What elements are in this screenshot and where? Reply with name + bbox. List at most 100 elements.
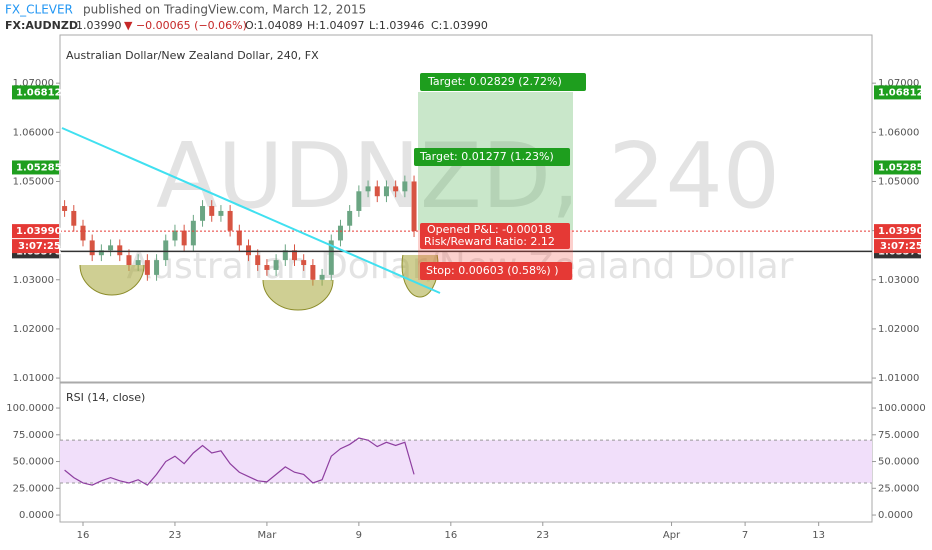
y-tick-label: 1.02000 xyxy=(878,324,919,335)
target-label-box xyxy=(414,148,570,166)
countdown: 3:07:25 xyxy=(880,241,923,252)
x-tick-label: 16 xyxy=(77,530,90,541)
price-tag: 1.05285 xyxy=(878,162,924,173)
price-tag-box xyxy=(874,85,921,100)
countdown: 3:07:25 xyxy=(18,241,61,252)
y-tick-label: 1.01000 xyxy=(13,373,54,384)
cup-shape xyxy=(262,280,334,311)
price-tag: 1.03990 xyxy=(878,226,924,237)
y-tick-label: 1.05000 xyxy=(878,176,919,187)
y-tick-label: 25.0000 xyxy=(878,483,919,494)
candle-body xyxy=(365,186,371,192)
candle-body xyxy=(337,225,343,241)
price-tag-box xyxy=(874,224,921,239)
author[interactable]: FX_CLEVER xyxy=(5,3,73,17)
y-tick-label: 1.06000 xyxy=(13,127,54,138)
candle-body xyxy=(126,255,132,266)
y-tick-label: 1.02000 xyxy=(13,324,54,335)
x-tick-label: 23 xyxy=(536,530,549,541)
y-tick-label: 0.0000 xyxy=(878,510,913,521)
rsi-band xyxy=(60,440,872,483)
candle-body xyxy=(310,265,316,280)
candle-body xyxy=(301,260,307,266)
price-tag-box xyxy=(12,85,59,100)
x-tick-label: 13 xyxy=(812,530,825,541)
countdown-box xyxy=(874,239,921,254)
candle-body xyxy=(89,240,95,256)
y-tick-label: 50.0000 xyxy=(13,457,54,468)
pnl-box xyxy=(420,223,570,249)
candle-body xyxy=(255,255,261,266)
y-tick-label: 1.07000 xyxy=(878,78,919,89)
candle-body xyxy=(163,240,169,261)
countdown-box xyxy=(12,239,59,254)
y-tick-label: 1.06000 xyxy=(878,127,919,138)
stop-label: Stop: 0.00603 (0.58%) ) xyxy=(426,264,559,277)
symbol: FX:AUDNZD xyxy=(5,19,78,32)
high: H:1.04097 xyxy=(307,19,364,32)
candle-body xyxy=(209,206,215,216)
price-tag: 1.03990 xyxy=(16,226,62,237)
target-label: Target: 0.01277 (1.23%) xyxy=(419,150,554,163)
last-price: 1.03990 xyxy=(76,19,122,32)
x-tick-label: 23 xyxy=(169,530,182,541)
candle-body xyxy=(190,220,196,246)
cup-shape xyxy=(79,265,145,296)
candle-body xyxy=(393,186,399,192)
candle-body xyxy=(218,210,224,216)
y-tick-label: 1.05000 xyxy=(13,176,54,187)
open: O:1.04089 xyxy=(245,19,303,32)
candle-body xyxy=(402,181,408,192)
y-tick-label: 50.0000 xyxy=(878,457,919,468)
watermark: AUDNZD, 240 xyxy=(156,124,780,229)
candle-body xyxy=(172,230,178,241)
candle-body xyxy=(411,181,417,232)
candle-body xyxy=(273,260,279,270)
rsi-line xyxy=(64,437,415,486)
candle-body xyxy=(227,210,233,231)
price-tag-box xyxy=(874,160,921,175)
y-tick-label: 25.0000 xyxy=(13,483,54,494)
y-tick-label: 100.0000 xyxy=(878,403,926,414)
candle-body xyxy=(80,225,86,241)
candle-body xyxy=(117,245,123,256)
candle-body xyxy=(282,250,288,261)
price-tag: 1.06812 xyxy=(16,87,62,98)
rr-label: Risk/Reward Ratio: 2.12 xyxy=(424,235,555,248)
low: L:1.03946 xyxy=(369,19,424,32)
candle-body xyxy=(291,250,297,261)
price-tag: 1.06812 xyxy=(878,87,924,98)
price-tag: 1.05285 xyxy=(16,162,62,173)
candle-body xyxy=(98,250,104,256)
trend-line xyxy=(61,127,441,294)
change: ▼ −0.00065 (−0.06%) xyxy=(124,19,247,32)
y-tick-label: 0.0000 xyxy=(19,510,54,521)
pnl-label: Opened P&L: -0.00018 xyxy=(427,223,552,236)
y-tick-label: 100.0000 xyxy=(6,403,54,414)
price-tag-box xyxy=(12,224,59,239)
candle-body xyxy=(200,206,206,221)
candle-body xyxy=(71,210,77,226)
candle-body xyxy=(181,230,187,246)
y-tick-label: 75.0000 xyxy=(13,430,54,441)
candle-body xyxy=(144,260,150,275)
price-tag-box xyxy=(12,160,59,175)
published: published on TradingView.com, March 12, … xyxy=(83,3,366,17)
rsi-title: RSI (14, close) xyxy=(66,391,145,404)
stop-label-box xyxy=(420,262,572,280)
candle-body xyxy=(383,186,389,197)
plot-layer: 16 23 Mar 9 16 23 Apr 7 13 1.01000 1.01000 1.02000 1… xyxy=(6,78,925,541)
y-tick-label: 75.0000 xyxy=(878,430,919,441)
x-tick-label: 16 xyxy=(444,530,457,541)
candle-body xyxy=(319,274,325,280)
candle-body xyxy=(135,260,141,266)
target-label-box xyxy=(420,73,586,91)
candle-body xyxy=(154,260,160,275)
y-tick-label: 1.03000 xyxy=(13,275,54,286)
close: C:1.03990 xyxy=(431,19,488,32)
x-tick-label: Mar xyxy=(257,530,277,541)
y-tick-label: 1.07000 xyxy=(13,78,54,89)
x-tick-label: Apr xyxy=(663,530,681,541)
candle-body xyxy=(62,206,68,211)
